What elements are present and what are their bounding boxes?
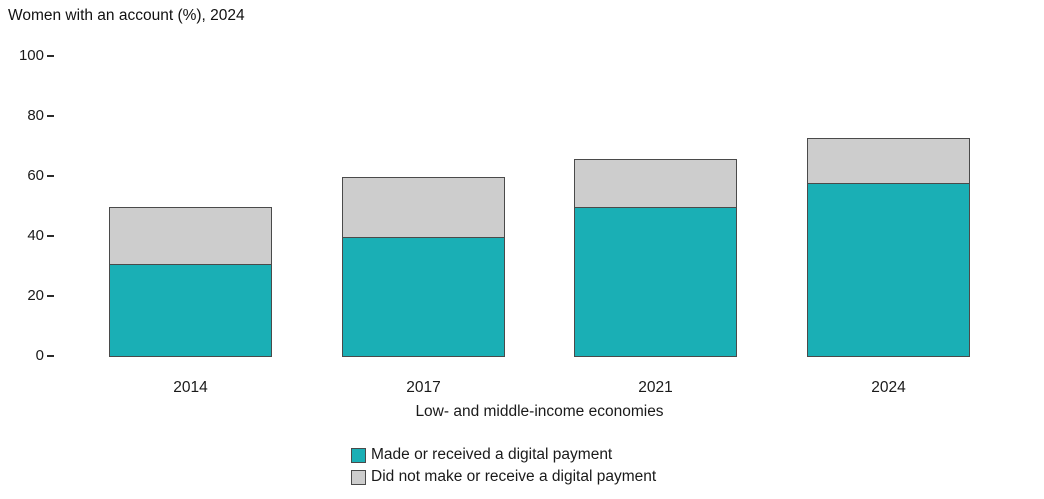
bar-segment-no-digital-payment [110,208,271,265]
legend-swatch [351,469,366,485]
y-tick-label: 0 [35,347,44,364]
x-tick-label: 2017 [406,379,441,396]
bar-segment-no-digital-payment [808,139,969,184]
legend-row: Made or received a digital payment [351,444,656,466]
chart-title: Women with an account (%), 2024 [8,7,245,24]
y-tick-mark [47,55,54,57]
bar-segment-digital-payment [808,184,969,356]
bar-group [807,138,970,357]
y-tick-label: 40 [27,227,44,244]
legend-row: Did not make or receive a digital paymen… [351,466,656,488]
bar-group [109,207,272,357]
y-tick-mark [47,115,54,117]
y-tick-label: 60 [27,167,44,184]
legend-label: Did not make or receive a digital paymen… [371,468,657,485]
y-tick-mark [47,295,54,297]
y-tick-mark [47,235,54,237]
bar-segment-digital-payment [110,265,271,356]
y-tick-label: 20 [27,287,44,304]
x-tick-label: 2024 [871,379,906,396]
y-tick-mark [47,355,54,357]
bar-segment-digital-payment [575,208,736,356]
legend-label: Made or received a digital payment [371,446,613,463]
legend: Made or received a digital payment Did no… [351,444,656,488]
bar-group [342,177,505,357]
x-axis-label: Low- and middle-income economies [415,403,664,420]
bar-segment-no-digital-payment [575,160,736,208]
legend-swatch [351,447,366,463]
bar-segment-no-digital-payment [343,178,504,238]
x-tick-label: 2014 [173,379,208,396]
x-tick-label: 2021 [638,379,673,396]
bar-group [574,159,737,357]
y-tick-label: 80 [27,107,44,124]
bar-segment-digital-payment [343,238,504,356]
y-tick-mark [47,175,54,177]
y-tick-label: 100 [18,47,44,64]
